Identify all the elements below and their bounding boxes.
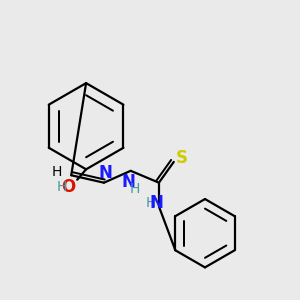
Text: S: S (176, 149, 188, 167)
Text: H: H (51, 165, 62, 179)
Text: H: H (56, 180, 67, 194)
Text: N: N (150, 194, 164, 212)
Text: N: N (122, 173, 135, 191)
Text: H: H (146, 196, 156, 210)
Text: H: H (129, 182, 140, 196)
Text: O: O (61, 178, 76, 196)
Text: N: N (98, 164, 112, 182)
